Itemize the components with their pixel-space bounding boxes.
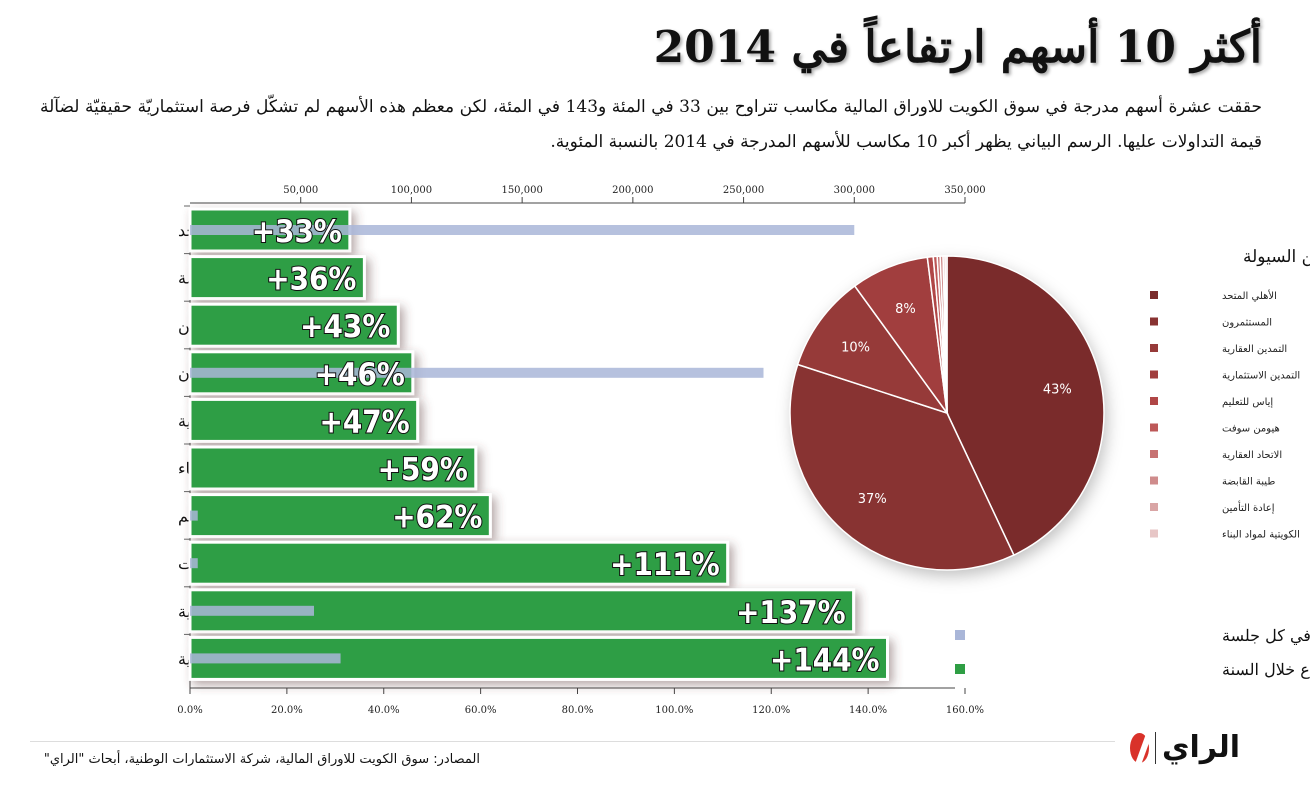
bottom-axis-tick-label: 0.0% bbox=[177, 705, 202, 716]
pie-data-label: 10% bbox=[841, 341, 870, 356]
source-note: المصادر: سوق الكويت للاوراق المالية، شرك… bbox=[43, 752, 480, 767]
pie-slice bbox=[789, 363, 1015, 571]
bottom-axis-tick-label: 160.0% bbox=[946, 705, 984, 716]
pie-legend-label: إياس للتعليم bbox=[1222, 397, 1273, 408]
pie-legend-swatch bbox=[1150, 397, 1158, 405]
pie-legend-swatch bbox=[1150, 503, 1158, 511]
bottom-axis-tick-label: 20.0% bbox=[271, 705, 303, 716]
subtitle: حققت عشرة أسهم مدرجة في سوق الكويت للاور… bbox=[40, 97, 1262, 152]
rise-data-label: +137% bbox=[736, 595, 846, 631]
bottom-axis-tick-label: 40.0% bbox=[368, 705, 400, 716]
legend-label: متوسط قيمة التداولات في كل جلسة bbox=[1222, 626, 1310, 645]
pie-data-label: 37% bbox=[858, 492, 887, 507]
pie-legend-swatch bbox=[1150, 450, 1158, 458]
avg-value-bar bbox=[190, 653, 341, 664]
pie-legend-label: التمدين العقارية bbox=[1222, 344, 1287, 355]
pie-legend-label: المستثمرون bbox=[1222, 318, 1272, 329]
pie-legend-label: الكويتية لمواد البناء bbox=[1222, 530, 1300, 541]
pie-slice bbox=[946, 255, 1105, 557]
rise-data-label: +62% bbox=[392, 500, 482, 536]
pie-legend-label: الأهلي المتحد bbox=[1222, 289, 1277, 302]
pie-legend-label: الاتحاد العقارية bbox=[1222, 450, 1282, 461]
pie-data-label: 43% bbox=[1043, 382, 1072, 397]
pie-slice bbox=[796, 284, 949, 415]
top-axis-tick-label: 300,000 bbox=[834, 185, 875, 196]
rise-data-label: +144% bbox=[770, 642, 880, 678]
pie-legend-label: هيومن سوفت bbox=[1222, 424, 1280, 435]
rise-bar bbox=[188, 397, 420, 443]
top-axis-tick-label: 100,000 bbox=[391, 185, 432, 196]
rise-bar bbox=[188, 445, 478, 491]
pie-legend-label: التمدين الاستثمارية bbox=[1222, 371, 1300, 382]
rise-bar bbox=[188, 255, 366, 301]
bottom-axis-tick-label: 80.0% bbox=[562, 705, 594, 716]
logo-separator bbox=[1154, 731, 1156, 764]
rise-data-label: +111% bbox=[610, 547, 720, 583]
legend-label: الارتفاع خلال السنة bbox=[1222, 660, 1310, 679]
rise-data-label: +33% bbox=[252, 214, 342, 250]
avg-value-bar bbox=[190, 605, 314, 616]
avg-value-bar bbox=[190, 558, 198, 569]
page-title: أكثر 10 أسهم ارتفاعاً في 2014 bbox=[653, 22, 1262, 73]
logo-text: الراي bbox=[1162, 730, 1240, 765]
top-axis-tick-label: 250,000 bbox=[723, 185, 764, 196]
rise-data-label: +43% bbox=[300, 309, 390, 345]
avg-value-bar bbox=[190, 510, 198, 521]
pie-data-label: 8% bbox=[895, 302, 916, 317]
top-axis-tick-label: 150,000 bbox=[501, 185, 542, 196]
alrai-logo: الراي bbox=[1130, 725, 1240, 770]
legend-swatch bbox=[955, 630, 965, 640]
footer-divider bbox=[30, 741, 1115, 742]
pie-legend-swatch bbox=[1150, 370, 1158, 379]
avg-value-bar bbox=[190, 225, 855, 235]
pie-legend-swatch bbox=[1150, 317, 1158, 326]
pie-legend-label: طيبة القابضة bbox=[1222, 477, 1275, 488]
rise-data-label: +36% bbox=[266, 262, 356, 298]
bottom-axis-tick-label: 140.0% bbox=[849, 705, 887, 716]
pie-legend-swatch bbox=[1150, 529, 1158, 538]
pie-legend-swatch bbox=[1150, 344, 1158, 352]
rise-bar bbox=[188, 302, 400, 348]
pie-legend-label: إعادة التأمين bbox=[1222, 500, 1275, 514]
pie-legend-swatch bbox=[1150, 423, 1158, 432]
avg-value-bar bbox=[190, 367, 764, 378]
rise-bar bbox=[188, 493, 492, 539]
pie-legend-swatch bbox=[1150, 476, 1158, 485]
bottom-axis-tick-label: 120.0% bbox=[752, 705, 790, 716]
top-axis-tick-label: 200,000 bbox=[612, 185, 653, 196]
pie-title: حصة الأسهم من السيولة bbox=[1243, 246, 1310, 267]
pie-legend-swatch bbox=[1150, 291, 1158, 299]
rise-data-label: +47% bbox=[320, 404, 410, 440]
top-axis-tick-label: 50,000 bbox=[283, 185, 318, 196]
bottom-axis-tick-label: 100.0% bbox=[655, 705, 693, 716]
rise-data-label: +46% bbox=[315, 357, 405, 393]
rise-data-label: +59% bbox=[378, 452, 468, 488]
logo-mark-icon bbox=[1130, 732, 1149, 763]
top-axis-tick-label: 350,000 bbox=[944, 185, 985, 196]
legend-swatch bbox=[955, 664, 965, 674]
pie-slice bbox=[944, 255, 948, 414]
bottom-axis-tick-label: 60.0% bbox=[465, 705, 497, 716]
